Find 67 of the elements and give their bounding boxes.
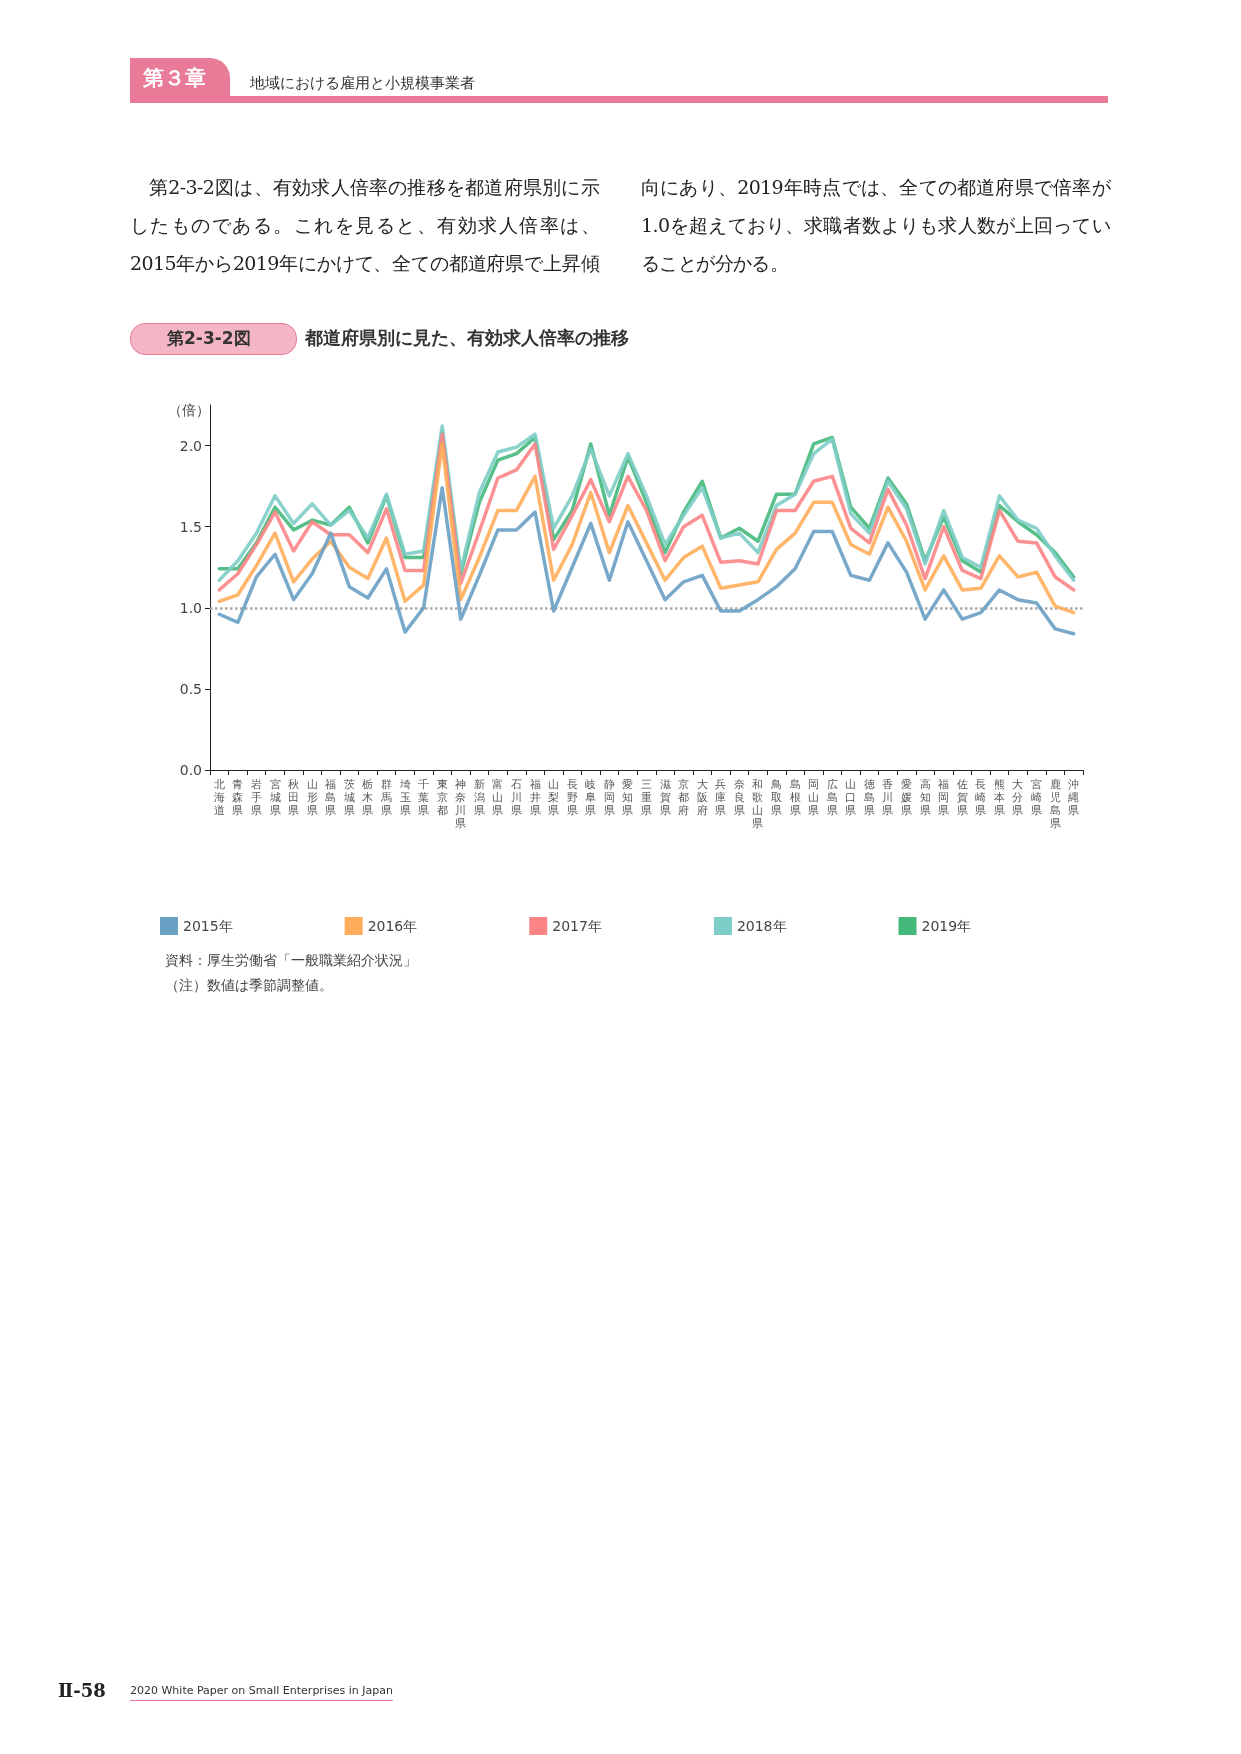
x-tick-label: 山口県 bbox=[845, 778, 857, 817]
legend-label: 2018年 bbox=[736, 918, 787, 934]
legend-label: 2015年 bbox=[183, 918, 233, 934]
legend-label: 2019年 bbox=[921, 918, 972, 934]
x-tick-label: 神奈川県 bbox=[455, 778, 467, 830]
x-tick-label: 静岡県 bbox=[603, 778, 615, 817]
y-tick-label: 0.0 bbox=[179, 762, 202, 778]
x-tick-label: 福井県 bbox=[529, 778, 541, 817]
x-tick-label: 沖縄県 bbox=[1067, 778, 1080, 817]
x-tick-label: 佐賀県 bbox=[956, 778, 968, 817]
x-tick-label: 島根県 bbox=[789, 778, 801, 817]
chart-title: 都道府県別に見た、有効求人倍率の推移 bbox=[305, 326, 629, 350]
x-tick-label: 福島県 bbox=[325, 778, 337, 817]
x-tick-label: 茨城県 bbox=[342, 778, 355, 817]
x-tick-label: 宮城県 bbox=[268, 778, 281, 817]
text: 資料：厚生労働省「一般職業紹介状況」 bbox=[165, 952, 417, 970]
y-tick-label: 1.0 bbox=[179, 599, 202, 616]
x-tick-label: 宮崎県 bbox=[1031, 778, 1043, 817]
x-tick-label: 北海道 bbox=[213, 778, 225, 817]
x-tick-label: 愛知県 bbox=[622, 778, 634, 817]
x-tick-label: 山形県 bbox=[306, 778, 318, 817]
x-tick-label: 秋田県 bbox=[288, 778, 300, 817]
text: 2020 White Paper on Small Enterprises in Japan bbox=[130, 1684, 393, 1701]
legend-label: 2017年 bbox=[552, 918, 602, 934]
text: 第2-3-2図は、有効求人倍率の推移を都道府県別に示したものである。これを見ると、有効求人倍率は、2015年から2019年にかけて、全ての都道府県で上昇傾向にあり、2019年時点では、全ての都道府県で倍率が1.0を超えており、求職者数よりも求人数が上回っていることが分かる。 bbox=[130, 176, 1110, 274]
x-tick-label: 滋賀県 bbox=[659, 778, 671, 817]
y-tick-label: 1.5 bbox=[179, 518, 202, 535]
x-tick-label: 栃木県 bbox=[362, 778, 374, 817]
x-tick-label: 長野県 bbox=[566, 778, 578, 817]
chart-subtitle: 第2-3-2図 bbox=[167, 327, 251, 350]
x-tick-label: 高知県 bbox=[919, 778, 931, 817]
x-tick-label: 岩手県 bbox=[250, 778, 262, 817]
x-tick-label: 奈良県 bbox=[733, 778, 745, 817]
x-tick-label: 富山県 bbox=[492, 778, 504, 817]
x-tick-label: 徳島県 bbox=[863, 778, 875, 817]
x-tick-label: 熊本県 bbox=[993, 778, 1005, 817]
x-tick-label: 鳥取県 bbox=[770, 778, 783, 817]
x-tick-label: 広島県 bbox=[826, 778, 838, 817]
text: Ⅱ-58 bbox=[58, 1680, 106, 1701]
y-axis-title: （倍） bbox=[168, 402, 210, 418]
y-tick-label: 2.0 bbox=[179, 437, 202, 454]
x-tick-label: 大分県 bbox=[1012, 778, 1024, 817]
x-tick-label: 長崎県 bbox=[975, 778, 987, 817]
x-tick-label: 愛媛県 bbox=[901, 778, 913, 817]
x-tick-label: 群馬県 bbox=[379, 778, 392, 817]
x-tick-label: 福岡県 bbox=[938, 778, 950, 817]
x-tick-label: 岡山県 bbox=[808, 778, 820, 817]
x-tick-label: 兵庫県 bbox=[715, 778, 727, 817]
x-tick-label: 三重県 bbox=[641, 778, 652, 817]
text: （注）数値は季節調整値。 bbox=[165, 977, 333, 995]
x-tick-label: 大阪府 bbox=[696, 778, 708, 817]
x-tick-label: 青森県 bbox=[232, 778, 244, 817]
x-tick-label: 新潟県 bbox=[473, 778, 485, 817]
x-tick-label: 東京都 bbox=[436, 778, 448, 817]
x-tick-label: 千葉県 bbox=[418, 778, 430, 817]
x-tick-label: 岐阜県 bbox=[585, 778, 597, 817]
text: 地域における雇用と小規模事業者 bbox=[250, 74, 475, 93]
x-tick-label: 香川県 bbox=[882, 778, 894, 817]
x-tick-label: 山梨県 bbox=[548, 778, 560, 817]
x-tick-label: 鹿児島県 bbox=[1049, 778, 1061, 830]
y-tick-label: 0.5 bbox=[179, 680, 202, 697]
x-tick-label: 埼玉県 bbox=[398, 778, 411, 817]
x-tick-label: 和歌山県 bbox=[752, 778, 764, 830]
x-tick-label: 京都府 bbox=[678, 778, 690, 817]
text: 第３章 bbox=[143, 65, 206, 92]
x-tick-label: 石川県 bbox=[510, 778, 522, 817]
legend-label: 2016年 bbox=[367, 918, 418, 934]
